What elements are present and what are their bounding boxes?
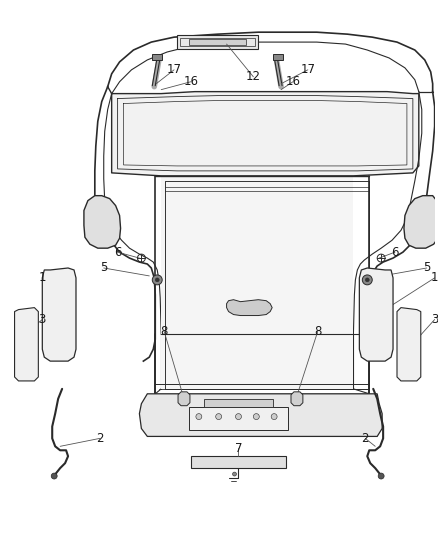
Polygon shape xyxy=(178,392,190,406)
Circle shape xyxy=(253,414,259,419)
Polygon shape xyxy=(226,300,272,316)
Bar xyxy=(409,327,415,332)
Bar xyxy=(409,355,415,359)
Bar xyxy=(165,181,369,389)
Circle shape xyxy=(378,473,384,479)
Bar xyxy=(189,39,247,45)
Text: 12: 12 xyxy=(246,70,261,83)
Text: 2: 2 xyxy=(96,432,103,445)
Polygon shape xyxy=(161,176,353,389)
Bar xyxy=(21,355,26,359)
Text: 6: 6 xyxy=(114,246,121,259)
Bar xyxy=(180,38,255,46)
Bar xyxy=(409,341,415,345)
Text: 17: 17 xyxy=(300,63,315,76)
Text: 3: 3 xyxy=(431,313,438,326)
Circle shape xyxy=(233,472,237,476)
Text: 8: 8 xyxy=(314,325,321,338)
Bar xyxy=(204,399,273,407)
Bar xyxy=(48,275,70,354)
Text: 5: 5 xyxy=(100,262,107,274)
Bar xyxy=(177,35,258,49)
Circle shape xyxy=(215,414,222,419)
Circle shape xyxy=(362,275,372,285)
Text: 8: 8 xyxy=(160,325,168,338)
Circle shape xyxy=(196,414,202,419)
Text: 1: 1 xyxy=(431,271,438,285)
Polygon shape xyxy=(14,308,39,381)
Circle shape xyxy=(365,278,369,282)
Text: 6: 6 xyxy=(391,246,399,259)
Text: 5: 5 xyxy=(423,262,431,274)
Text: 3: 3 xyxy=(39,313,46,326)
Polygon shape xyxy=(397,308,421,381)
Bar xyxy=(189,407,288,431)
Bar xyxy=(165,181,369,389)
Polygon shape xyxy=(359,268,393,361)
Bar xyxy=(21,327,26,332)
Polygon shape xyxy=(84,196,120,248)
Polygon shape xyxy=(291,392,303,406)
Text: 1: 1 xyxy=(39,271,46,285)
Bar xyxy=(273,54,283,60)
Circle shape xyxy=(271,414,277,419)
Polygon shape xyxy=(139,394,382,437)
Text: 2: 2 xyxy=(361,432,369,445)
Text: 16: 16 xyxy=(184,75,198,88)
Text: 17: 17 xyxy=(166,63,182,76)
Polygon shape xyxy=(42,268,76,361)
Circle shape xyxy=(155,278,159,282)
Text: 16: 16 xyxy=(286,75,300,88)
Bar xyxy=(365,275,387,354)
Circle shape xyxy=(152,275,162,285)
Polygon shape xyxy=(404,196,438,248)
Circle shape xyxy=(51,473,57,479)
Text: 7: 7 xyxy=(235,442,242,455)
Bar xyxy=(152,54,162,60)
Polygon shape xyxy=(112,92,419,176)
Bar xyxy=(191,456,286,468)
Circle shape xyxy=(236,414,241,419)
Bar xyxy=(21,341,26,345)
